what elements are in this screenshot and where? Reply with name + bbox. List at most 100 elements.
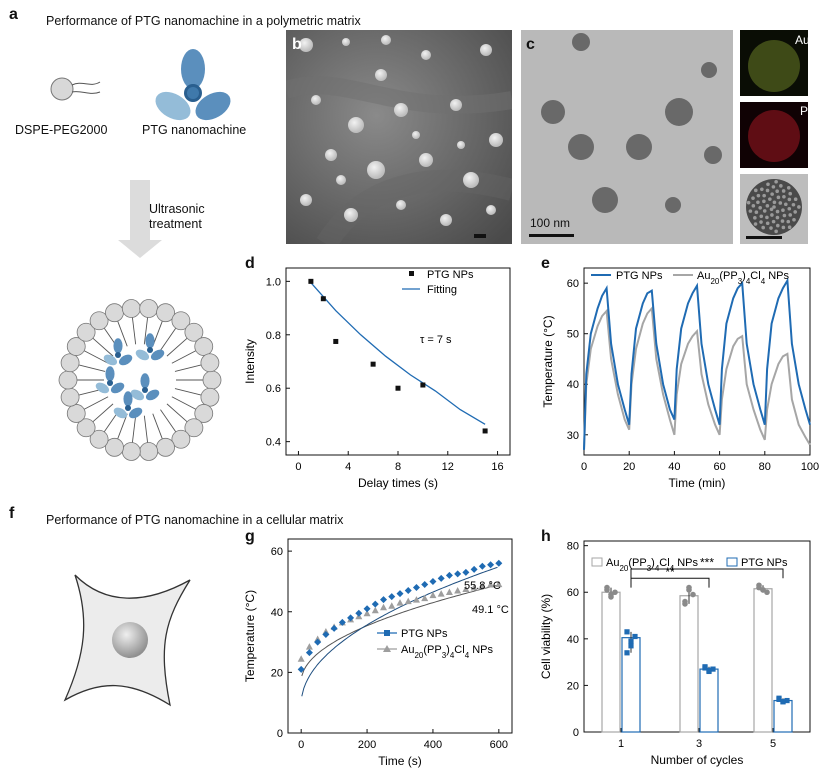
panel-label-e: e bbox=[541, 255, 550, 272]
x-tick-label: 20 bbox=[623, 461, 635, 473]
data-point bbox=[612, 589, 618, 596]
data-point bbox=[487, 580, 495, 588]
data-point bbox=[470, 565, 478, 573]
y-axis-label: Temperature (°C) bbox=[541, 315, 555, 407]
bar bbox=[699, 668, 719, 733]
y-tick-label: 80 bbox=[567, 541, 579, 553]
legend-marker bbox=[409, 271, 414, 276]
dspe-peg-label: DSPE-PEG2000 bbox=[15, 123, 108, 137]
data-point bbox=[412, 596, 420, 603]
x-tick-label: 4 bbox=[345, 461, 351, 473]
legend-label: PTG NPs bbox=[427, 269, 474, 281]
data-point bbox=[297, 655, 305, 662]
p-eds-map bbox=[740, 102, 808, 168]
series-line bbox=[583, 305, 811, 450]
data-point bbox=[370, 361, 376, 367]
ultrasonic-label: Ultrasonic bbox=[149, 202, 205, 216]
legend-label: Au20(PP3)4Cl4 NPs bbox=[606, 557, 698, 573]
data-point bbox=[776, 695, 782, 701]
data-point bbox=[388, 602, 396, 609]
fit-curve bbox=[301, 584, 498, 677]
data-point bbox=[305, 649, 313, 657]
au-eds-map bbox=[740, 30, 808, 96]
data-point bbox=[412, 584, 420, 591]
data-point bbox=[495, 580, 503, 588]
data-point bbox=[487, 561, 495, 569]
panel-label-g: g bbox=[245, 528, 255, 545]
panel-f-cell bbox=[63, 574, 192, 707]
bar bbox=[679, 595, 699, 733]
x-tick-label: 0 bbox=[295, 461, 301, 473]
data-point bbox=[355, 609, 363, 617]
data-point bbox=[710, 666, 716, 672]
tem-scale-label: 100 nm bbox=[530, 216, 571, 230]
significance-label: ** bbox=[665, 565, 675, 579]
particle-hrtem-image bbox=[740, 174, 808, 244]
y-tick-label: 0.6 bbox=[266, 383, 281, 395]
section-a-title: Performance of PTG nanomachine in a poly… bbox=[46, 14, 361, 28]
significance-label: *** bbox=[700, 556, 714, 570]
temperature-annotation: 55.8 °C bbox=[464, 580, 501, 592]
data-point bbox=[347, 614, 355, 622]
data-point bbox=[380, 596, 388, 604]
data-point bbox=[437, 574, 445, 582]
y-tick-label: 40 bbox=[567, 634, 579, 646]
panel-d-chart: 0 4 8 12 16 0.4 0.6 0.8 1.0 Delay times (s) Intens… bbox=[243, 267, 511, 490]
plot-frame bbox=[583, 267, 811, 456]
panel-c-tem-image bbox=[521, 30, 733, 244]
y-tick-label: 60 bbox=[567, 587, 579, 599]
data-point bbox=[784, 697, 790, 704]
x-tick-label: 12 bbox=[442, 461, 454, 473]
tem-scale-bar bbox=[529, 234, 574, 237]
data-point bbox=[628, 638, 634, 644]
y-tick-label: 0 bbox=[573, 727, 579, 739]
legend-label: Fitting bbox=[427, 284, 457, 296]
data-point bbox=[297, 665, 305, 673]
x-tick-label: 1 bbox=[618, 738, 624, 750]
data-point bbox=[333, 338, 339, 344]
panel-label-a: a bbox=[9, 6, 18, 23]
data-point bbox=[780, 699, 786, 705]
data-point bbox=[371, 606, 379, 614]
panel-h-chart: 0 20 40 60 80 1 3 5 Number of cycles Cell viabili… bbox=[539, 540, 811, 767]
y-tick-label: 20 bbox=[271, 667, 283, 679]
plot-frame bbox=[287, 538, 513, 734]
data-point bbox=[437, 590, 445, 597]
x-tick-label: 0 bbox=[581, 461, 587, 473]
fit-curve bbox=[301, 566, 498, 697]
data-point bbox=[686, 587, 692, 593]
significance-bracket bbox=[630, 568, 784, 579]
sem-scale-bar bbox=[474, 234, 486, 238]
x-tick-label: 0 bbox=[298, 739, 304, 751]
x-axis-label: Time (s) bbox=[378, 754, 422, 768]
data-point bbox=[404, 597, 412, 605]
bar bbox=[753, 588, 773, 733]
data-point bbox=[429, 591, 437, 599]
section-f-title: Performance of PTG nanomachine in a cell… bbox=[46, 513, 344, 527]
panel-label-d: d bbox=[245, 255, 255, 272]
x-axis-label: Delay times (s) bbox=[358, 476, 438, 490]
data-point bbox=[305, 643, 313, 650]
legend-label: Au20(PP3)4Cl4 NPs bbox=[697, 270, 789, 286]
dspe-peg-molecule-icon bbox=[50, 77, 101, 101]
fitting-curve bbox=[310, 282, 486, 425]
ptg-nanomachine-icon bbox=[155, 49, 231, 121]
data-point bbox=[604, 584, 610, 591]
x-tick-label: 200 bbox=[358, 739, 376, 751]
x-tick-label: 8 bbox=[395, 461, 401, 473]
data-point bbox=[624, 650, 630, 656]
y-tick-label: 1.0 bbox=[266, 276, 281, 288]
au-map-label: Au bbox=[795, 33, 810, 47]
y-tick-label: 50 bbox=[567, 329, 579, 341]
data-point bbox=[396, 599, 404, 606]
legend-label: PTG NPs bbox=[741, 557, 788, 569]
x-tick-label: 600 bbox=[490, 739, 508, 751]
data-point bbox=[308, 278, 314, 284]
x-tick-label: 60 bbox=[713, 461, 725, 473]
data-point bbox=[454, 587, 462, 594]
temperature-annotation: 49.1 °C bbox=[472, 604, 509, 616]
data-point bbox=[454, 570, 462, 578]
y-tick-label: 60 bbox=[271, 546, 283, 558]
legend-marker bbox=[726, 557, 738, 567]
legend-label: PTG NPs bbox=[401, 628, 448, 640]
